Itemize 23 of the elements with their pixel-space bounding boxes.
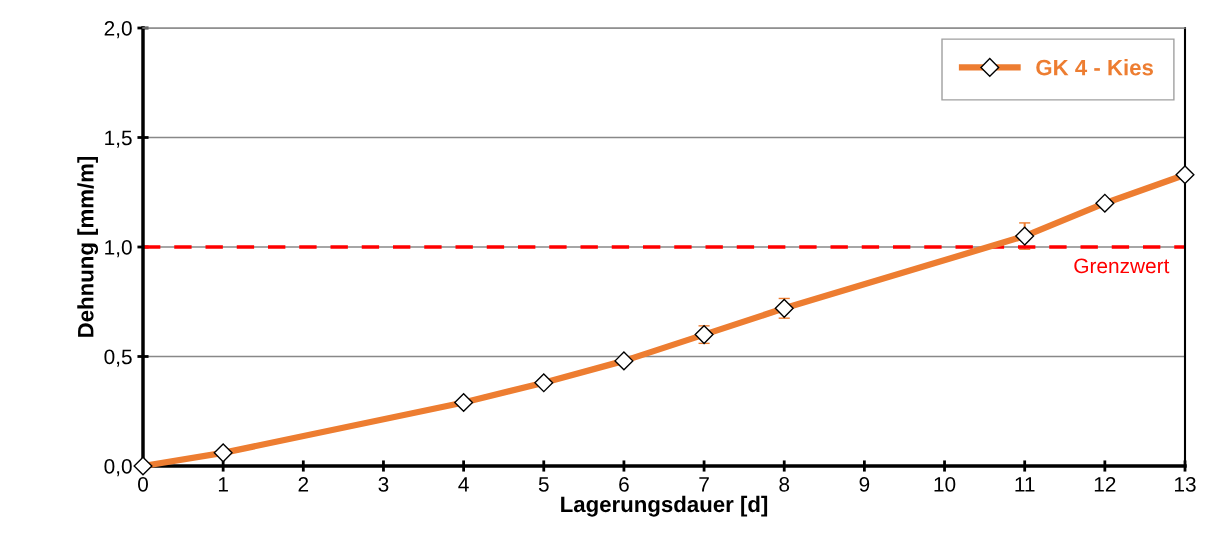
x-tick-label: 2 — [298, 476, 309, 492]
x-tick-label: 1 — [218, 477, 228, 492]
x-tick-label: 12 — [1094, 476, 1116, 492]
x-tick-label: 3 — [378, 476, 389, 492]
x-tick-label: 7 — [699, 477, 709, 492]
x-tick-label: 0 — [138, 476, 148, 492]
y-tick-label: 2,0 — [104, 21, 132, 39]
x-tick-label: 11 — [1015, 477, 1035, 492]
x-tick-label: 9 — [859, 476, 870, 492]
x-axis-title: Lagerungsdauer [d] — [561, 495, 768, 517]
x-tick-label: 8 — [779, 476, 790, 492]
x-tick-label: 13 — [1175, 476, 1196, 492]
legend-label: GK 4 - Kies — [1036, 59, 1153, 76]
x-tick-label: 10 — [934, 476, 956, 492]
y-tick-label: 0,0 — [104, 459, 132, 477]
x-tick-label: 4 — [458, 477, 469, 492]
y-tick-label: 1,0 — [105, 240, 132, 258]
ref-line-label: Grenzwert — [1074, 258, 1170, 274]
y-tick-label: 1,5 — [105, 130, 132, 148]
y-axis-title: Dehnung [mm/m] — [77, 156, 99, 337]
x-tick-label: 6 — [619, 476, 629, 492]
y-tick-label: 0,5 — [104, 349, 132, 367]
x-tick-label: 5 — [538, 477, 549, 492]
